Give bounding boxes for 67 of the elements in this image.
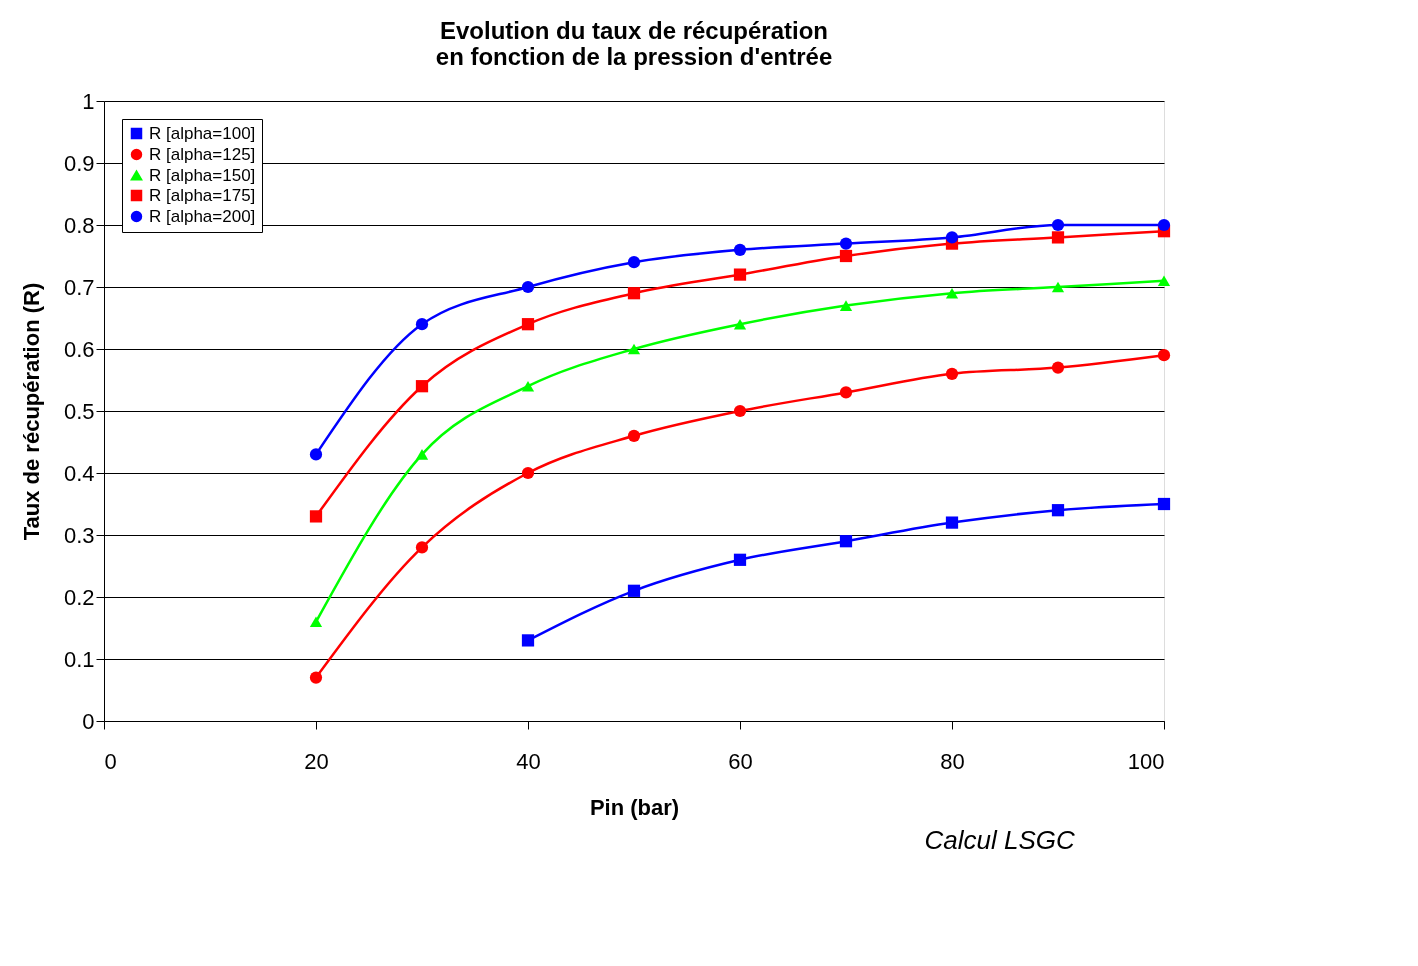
y-axis-title: Taux de récupération (R) xyxy=(18,282,44,541)
point xyxy=(309,616,323,628)
point xyxy=(627,287,641,300)
legend-label: R [alpha=175] xyxy=(149,185,256,205)
y-tick-label: 1 xyxy=(82,88,95,114)
point xyxy=(733,404,747,418)
point xyxy=(839,386,853,399)
y-tick-label: 0.9 xyxy=(63,150,95,176)
point xyxy=(521,318,535,331)
point xyxy=(627,584,641,597)
point xyxy=(415,318,429,331)
x-tick-label: 40 xyxy=(516,748,541,774)
x-tick-label: 20 xyxy=(304,748,329,774)
point xyxy=(839,249,853,263)
x-tick-label: 0 xyxy=(104,748,117,774)
point xyxy=(309,448,323,461)
point xyxy=(1157,497,1171,511)
point xyxy=(839,237,853,250)
point xyxy=(733,243,747,256)
y-tick-label: 0.6 xyxy=(63,336,95,362)
point xyxy=(1157,349,1171,362)
legend-label: R [alpha=125] xyxy=(149,144,256,164)
point xyxy=(521,280,535,294)
y-tick-label: 0.1 xyxy=(63,646,95,672)
point xyxy=(415,541,429,554)
point xyxy=(309,671,323,684)
point xyxy=(627,429,641,442)
chart-title: Evolution du taux de récupération en fonction de la pression d'entrée xyxy=(435,17,833,70)
point xyxy=(521,466,535,480)
point xyxy=(733,268,747,281)
y-tick-label: 0.7 xyxy=(63,274,95,300)
point xyxy=(945,367,959,380)
x-tick-label: 60 xyxy=(728,748,753,774)
point xyxy=(309,510,323,523)
point xyxy=(1157,275,1171,287)
y-tick-label: 0.4 xyxy=(63,460,95,486)
text: Calcul LSGC xyxy=(924,825,1076,855)
point xyxy=(839,300,853,311)
y-tick-label: 0 xyxy=(82,708,95,734)
point xyxy=(839,535,853,548)
point xyxy=(1051,361,1065,374)
legend-label: R [alpha=200] xyxy=(149,206,256,226)
point xyxy=(521,380,535,392)
point xyxy=(415,449,429,460)
x-tick-label: 80 xyxy=(940,748,965,774)
point xyxy=(1051,504,1065,517)
point xyxy=(733,553,747,566)
point xyxy=(1051,281,1065,293)
x-tick-label: 100 xyxy=(1127,748,1165,774)
y-tick-label: 0.5 xyxy=(63,398,95,424)
point xyxy=(521,634,535,647)
point xyxy=(945,287,959,299)
x-axis-title: Pin (bar) xyxy=(589,794,680,820)
legend-label: R [alpha=100] xyxy=(149,123,256,143)
point xyxy=(627,256,641,269)
point xyxy=(1051,218,1065,232)
point xyxy=(627,343,641,355)
y-tick-label: 0.8 xyxy=(63,212,95,238)
y-tick-label: 0.3 xyxy=(63,522,95,548)
legend-label: R [alpha=150] xyxy=(149,165,256,185)
point xyxy=(415,380,429,393)
point xyxy=(1157,218,1171,232)
point xyxy=(733,318,747,330)
point xyxy=(945,516,959,529)
point xyxy=(945,231,959,244)
point xyxy=(1051,231,1065,244)
y-tick-label: 0.2 xyxy=(63,584,95,610)
